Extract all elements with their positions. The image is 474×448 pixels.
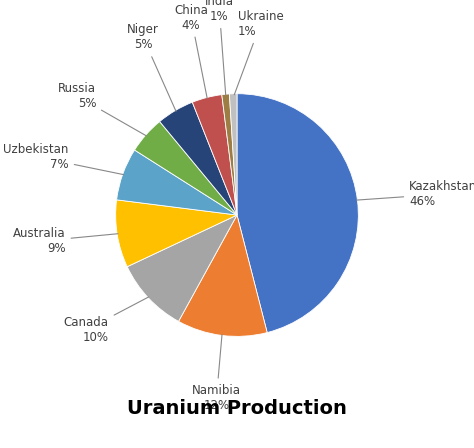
Wedge shape: [160, 102, 237, 215]
Text: Canada
10%: Canada 10%: [64, 297, 149, 344]
Text: Uzbekistan
7%: Uzbekistan 7%: [3, 142, 124, 175]
Text: Uranium Production: Uranium Production: [127, 400, 347, 418]
Text: Kazakhstan
46%: Kazakhstan 46%: [356, 180, 474, 208]
Wedge shape: [222, 94, 237, 215]
Wedge shape: [229, 94, 237, 215]
Wedge shape: [117, 150, 237, 215]
Text: India
1%: India 1%: [205, 0, 234, 95]
Text: Ukraine
1%: Ukraine 1%: [234, 10, 283, 95]
Text: Australia
9%: Australia 9%: [13, 227, 118, 255]
Wedge shape: [116, 200, 237, 267]
Wedge shape: [127, 215, 237, 321]
Wedge shape: [192, 95, 237, 215]
Wedge shape: [179, 215, 267, 336]
Text: Russia
5%: Russia 5%: [58, 82, 146, 136]
Text: Namibia
12%: Namibia 12%: [192, 335, 241, 412]
Text: Niger
5%: Niger 5%: [127, 23, 176, 111]
Wedge shape: [135, 121, 237, 215]
Wedge shape: [237, 94, 358, 332]
Text: China
4%: China 4%: [174, 4, 208, 98]
